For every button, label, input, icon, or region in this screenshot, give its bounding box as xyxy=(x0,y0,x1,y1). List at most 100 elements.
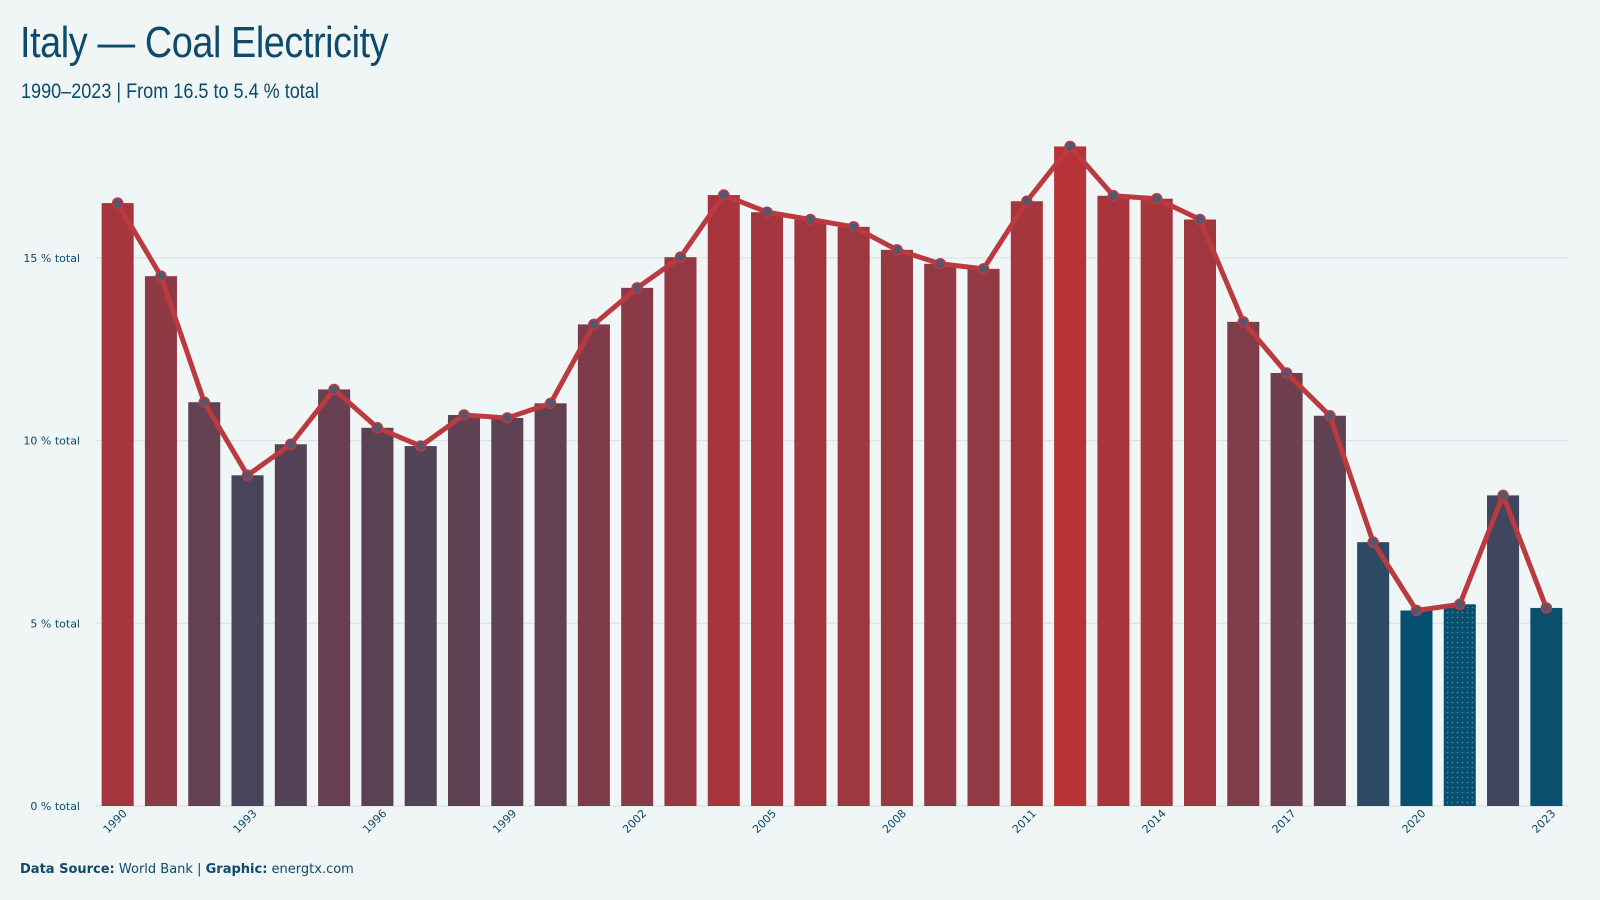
chart-subtitle: 1990–2023 | From 16.5 to 5.4 % total xyxy=(21,80,319,103)
point-1996 xyxy=(371,422,384,434)
bar-2000 xyxy=(534,403,567,806)
bar-2021 xyxy=(1443,604,1476,806)
bar-2006 xyxy=(794,219,827,807)
bar-2019 xyxy=(1357,542,1390,806)
point-2000 xyxy=(544,397,557,410)
point-2004 xyxy=(718,189,730,201)
y-tick-label: 5 % total xyxy=(30,617,80,630)
point-2023 xyxy=(1540,602,1553,614)
footer-separator: | xyxy=(197,862,202,877)
bar-2013 xyxy=(1097,195,1130,807)
bar-2010 xyxy=(967,268,1000,806)
point-2008 xyxy=(891,244,903,256)
point-2005 xyxy=(761,206,773,218)
point-2020 xyxy=(1410,604,1423,617)
point-2019 xyxy=(1367,536,1379,548)
series-line xyxy=(115,143,1549,614)
point-2010 xyxy=(977,263,990,275)
point-2014 xyxy=(1150,192,1163,205)
point-1997 xyxy=(414,440,427,452)
bar-2020 xyxy=(1400,610,1433,806)
x-tick-label: 2011 xyxy=(1010,807,1039,836)
bar-2011 xyxy=(1010,201,1043,807)
bar-1994 xyxy=(274,444,307,806)
bar-2022 xyxy=(1487,495,1520,806)
chart-title: Italy — Coal Electricity xyxy=(20,18,389,67)
markers xyxy=(111,140,1553,617)
x-tick-label: 2014 xyxy=(1140,807,1169,836)
bar-2016 xyxy=(1227,321,1260,806)
point-2012 xyxy=(1064,140,1076,153)
point-2001 xyxy=(588,318,600,331)
bar-2015 xyxy=(1183,219,1217,807)
point-2013 xyxy=(1107,190,1120,202)
bar-1997 xyxy=(404,446,437,806)
bar-2018 xyxy=(1313,415,1346,806)
bar-2007 xyxy=(837,226,870,807)
bar-1993 xyxy=(231,475,264,806)
bar-1991 xyxy=(144,276,177,806)
x-tick-label: 1990 xyxy=(101,807,130,836)
x-tick-label: 2008 xyxy=(880,807,909,836)
bar-2008 xyxy=(880,249,913,806)
point-2018 xyxy=(1324,409,1336,422)
x-tick-label: 2017 xyxy=(1270,807,1299,836)
point-2003 xyxy=(674,251,687,263)
graphic-value: energtx.com xyxy=(271,862,354,877)
x-tick-label: 1996 xyxy=(360,807,389,836)
y-tick-label: 15 % total xyxy=(23,252,80,265)
y-tick-label: 10 % total xyxy=(23,435,80,448)
y-tick-label: 0 % total xyxy=(30,800,80,813)
point-1990 xyxy=(111,197,124,209)
point-1991 xyxy=(155,270,167,282)
point-2009 xyxy=(934,257,946,270)
bar-2023 xyxy=(1530,607,1563,806)
point-2021 xyxy=(1454,598,1466,611)
point-1992 xyxy=(198,396,210,408)
graphic-label: Graphic: xyxy=(205,862,268,877)
point-2022 xyxy=(1497,489,1509,502)
grid-lines xyxy=(96,257,1568,807)
point-2002 xyxy=(631,282,643,294)
x-tick-label: 2023 xyxy=(1529,807,1558,836)
point-2006 xyxy=(804,213,817,226)
x-tick-label: 2002 xyxy=(620,807,649,836)
bar-2017 xyxy=(1270,372,1303,806)
bar-2003 xyxy=(664,257,697,806)
bar-1990 xyxy=(101,203,134,807)
footer-credits: Data Source: World Bank | Graphic: energ… xyxy=(20,862,354,877)
bar-2014 xyxy=(1140,198,1173,806)
point-1998 xyxy=(458,409,470,421)
y-axis: 0 % total 5 % total 10 % total 15 % total xyxy=(23,252,80,813)
bar-2009 xyxy=(924,263,957,806)
point-1999 xyxy=(501,412,514,424)
point-1995 xyxy=(328,383,340,396)
point-1994 xyxy=(285,438,297,450)
trend-line xyxy=(115,143,1549,614)
x-tick-label: 1999 xyxy=(490,807,519,836)
x-tick-label: 1993 xyxy=(231,807,260,836)
point-2011 xyxy=(1021,195,1033,208)
bars xyxy=(101,146,1563,807)
bar-1992 xyxy=(188,402,221,806)
x-tick-label: 2005 xyxy=(750,807,779,836)
bar-2001 xyxy=(577,324,610,806)
x-axis: 1990 1993 1996 1999 2002 2005 2008 2011 2014 2017… xyxy=(101,807,1559,836)
point-2016 xyxy=(1237,316,1250,328)
point-2015 xyxy=(1194,213,1206,226)
bar-1998 xyxy=(447,415,481,806)
point-2007 xyxy=(847,221,860,233)
bar-2004 xyxy=(707,195,740,806)
bar-1996 xyxy=(361,427,394,806)
bar-2005 xyxy=(751,212,784,807)
bar-1999 xyxy=(491,417,524,806)
point-1993 xyxy=(241,469,254,482)
x-tick-label: 2020 xyxy=(1400,807,1429,836)
source-label: Data Source: xyxy=(20,862,115,877)
point-2017 xyxy=(1280,367,1293,379)
bar-2012 xyxy=(1054,146,1087,806)
source-value: World Bank xyxy=(118,862,193,877)
bar-1995 xyxy=(318,389,351,806)
bar-2002 xyxy=(621,287,654,807)
